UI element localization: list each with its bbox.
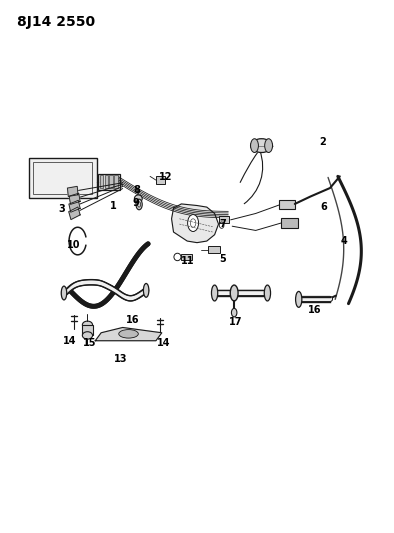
- Ellipse shape: [230, 285, 238, 301]
- Polygon shape: [95, 327, 162, 341]
- Text: 1: 1: [110, 200, 116, 211]
- Polygon shape: [69, 193, 80, 204]
- Bar: [281, 217, 297, 228]
- Text: 14: 14: [157, 338, 171, 349]
- Text: 3: 3: [59, 204, 65, 214]
- Ellipse shape: [82, 332, 93, 339]
- Bar: [110, 175, 113, 188]
- Text: 5: 5: [219, 254, 226, 263]
- Text: 14: 14: [63, 336, 76, 346]
- Bar: [279, 200, 295, 209]
- Text: 2: 2: [319, 137, 325, 147]
- Text: 9: 9: [133, 198, 140, 208]
- Bar: [82, 325, 93, 335]
- Bar: [98, 174, 120, 190]
- Polygon shape: [69, 200, 80, 212]
- Bar: [219, 216, 229, 223]
- Polygon shape: [69, 207, 80, 220]
- Text: 16: 16: [126, 314, 139, 325]
- Bar: [29, 158, 97, 198]
- Ellipse shape: [251, 139, 258, 152]
- Polygon shape: [67, 187, 78, 197]
- Ellipse shape: [296, 292, 302, 308]
- Ellipse shape: [251, 139, 273, 152]
- Bar: [105, 175, 108, 188]
- Text: 15: 15: [83, 338, 96, 349]
- Ellipse shape: [188, 215, 199, 231]
- Text: 6: 6: [321, 202, 327, 212]
- Ellipse shape: [265, 139, 273, 152]
- Text: 16: 16: [308, 305, 321, 315]
- Bar: [180, 254, 191, 260]
- Text: 12: 12: [159, 172, 173, 182]
- Bar: [114, 175, 117, 188]
- Ellipse shape: [119, 329, 138, 338]
- Text: 13: 13: [114, 354, 128, 364]
- Ellipse shape: [82, 321, 93, 328]
- Ellipse shape: [134, 195, 142, 203]
- Ellipse shape: [143, 284, 149, 297]
- Text: 7: 7: [219, 219, 226, 229]
- Ellipse shape: [136, 199, 142, 210]
- Text: 4: 4: [340, 236, 347, 246]
- Text: 11: 11: [180, 256, 194, 266]
- Ellipse shape: [61, 286, 67, 300]
- Polygon shape: [171, 204, 219, 243]
- Ellipse shape: [264, 285, 271, 301]
- Ellipse shape: [212, 285, 218, 301]
- Text: 17: 17: [229, 317, 243, 327]
- Text: 10: 10: [67, 240, 80, 251]
- Text: 8J14 2550: 8J14 2550: [17, 14, 95, 29]
- Ellipse shape: [231, 309, 237, 317]
- Text: 8: 8: [133, 184, 140, 195]
- Bar: [33, 162, 92, 194]
- Bar: [156, 176, 165, 184]
- Bar: [100, 175, 104, 188]
- Bar: [208, 246, 220, 253]
